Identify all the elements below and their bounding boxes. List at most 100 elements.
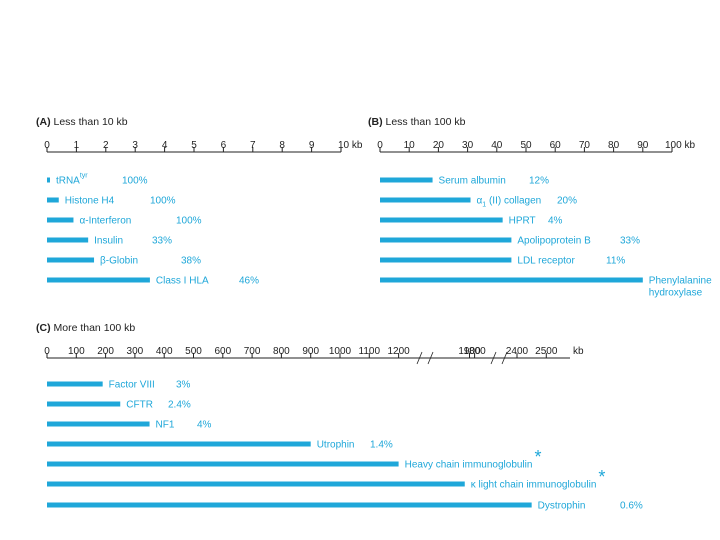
panel-a-bar-label: Class I HLA <box>156 276 209 287</box>
panel-b-bar-label: Serum albumin <box>439 176 506 187</box>
panel-c-bar-label: Heavy chain immunoglobulin <box>405 460 533 471</box>
panel-b-tick-label: 100 kb <box>665 140 695 151</box>
panel-a-bar-label: α-Interferon <box>79 216 131 227</box>
panel-b-percent: 4% <box>548 216 563 227</box>
panel-c-tick-label: 1800 <box>463 346 486 357</box>
panel-a-bar <box>47 197 59 203</box>
panel-a-tick-label: 7 <box>250 140 256 151</box>
panel-b-bar-label: LDL receptor <box>517 256 575 267</box>
panel-a-percent: 100% <box>176 216 202 227</box>
panel-b-bar-label: α1 (II) collagen <box>477 196 542 209</box>
panel-b-percent: 33% <box>620 236 640 247</box>
panel-c-percent: 0.6% <box>620 501 643 512</box>
panel-c-bar <box>47 401 121 407</box>
panel-b-tick-label: 70 <box>579 140 591 151</box>
panel-a-percent: 100% <box>122 176 148 187</box>
panel-b-bar-label: HPRT <box>509 216 536 227</box>
panel-a-bar <box>47 177 50 183</box>
panel-a-tick-label: 2 <box>103 140 109 151</box>
panel-a-tick-label: 0 <box>44 140 50 151</box>
panel-a-tick-label: 6 <box>221 140 227 151</box>
panel-c-tick-label: 200 <box>97 346 114 357</box>
panel-c-tick-label: 2400 <box>506 346 529 357</box>
panel-a-percent: 38% <box>181 256 201 267</box>
panel-b-percent: 12% <box>529 176 549 187</box>
panel-c-tick-label: 800 <box>273 346 290 357</box>
panel-b-bar <box>380 277 643 283</box>
panel-c-axis-break <box>416 351 423 365</box>
panel-b-bar-label: hydroxylase <box>649 288 703 299</box>
panel-c-tick-label: 1900 <box>458 346 481 357</box>
panel-a-bar-label: Insulin <box>94 236 123 247</box>
panel-b-bar <box>380 197 471 203</box>
panel-c-tick-label: 500 <box>185 346 202 357</box>
panel-c-axis-break <box>501 351 508 365</box>
panel-a-tick-label: 5 <box>191 140 197 151</box>
panel-c-bar <box>47 421 150 427</box>
panel-b-tick-label: 60 <box>550 140 562 151</box>
panel-b-bar-label: Phenylalanine <box>649 276 712 287</box>
panel-c-tick-label: 700 <box>244 346 261 357</box>
panel-a-bar-label: β-Globin <box>100 256 138 267</box>
panel-c-title: (C) More than 100 kb <box>36 322 135 334</box>
panel-c-tick-label: 0 <box>44 346 50 357</box>
panel-c-asterisk: * <box>598 467 605 487</box>
panel-b-tick-label: 30 <box>462 140 474 151</box>
panel-a-percent: 33% <box>152 236 172 247</box>
panel-c-bar-label: κ light chain immunoglobulin <box>471 480 597 491</box>
panel-c-tick-label: 400 <box>156 346 173 357</box>
panel-b-bar-label: Apolipoprotein B <box>517 236 591 247</box>
panel-a-tick-label: 1 <box>74 140 80 151</box>
panel-a-bar <box>47 237 89 243</box>
panel-c-bar <box>47 381 103 387</box>
panel-a-tick-label: 9 <box>309 140 315 151</box>
panel-a-bar <box>47 277 150 283</box>
panel-b-bar <box>380 217 503 223</box>
panel-c-tick-label: 1200 <box>387 346 410 357</box>
panel-a-bar-label: Histone H4 <box>65 196 115 207</box>
panel-c-bar-label: Factor VIII <box>109 380 155 391</box>
panel-c-tick-label: 100 <box>68 346 85 357</box>
panel-c-tick-label: 1100 <box>359 346 381 357</box>
panel-b-tick-label: 90 <box>637 140 649 151</box>
panel-c-percent: 3% <box>176 380 191 391</box>
panel-a-title: (A) Less than 10 kb <box>36 116 128 128</box>
panel-c-bar-label: NF1 <box>156 420 175 431</box>
panel-c-tick-label: 1000 <box>329 346 352 357</box>
panel-a-bar-label: tRNAtyr <box>56 173 88 187</box>
panel-c-percent: 4% <box>197 420 212 431</box>
panel-a-tick-label: 8 <box>279 140 285 151</box>
panel-c-bar <box>47 461 399 467</box>
panel-c-bar-label: Dystrophin <box>538 501 586 512</box>
panel-c-asterisk: * <box>534 447 541 467</box>
panel-c-percent: 2.4% <box>168 400 191 411</box>
panel-b-tick-label: 50 <box>520 140 532 151</box>
panel-a-tick-label: 3 <box>132 140 138 151</box>
panel-c-tick-label: 300 <box>127 346 144 357</box>
panel-c-bar-label: Utrophin <box>317 440 355 451</box>
panel-b-tick-label: 0 <box>377 140 383 151</box>
panel-a-bar <box>47 257 95 263</box>
panel-c-bar-label: CFTR <box>126 400 153 411</box>
panel-c-percent: 1.4% <box>370 440 393 451</box>
panel-c-bar <box>47 502 532 508</box>
panel-b-tick-label: 80 <box>608 140 620 151</box>
panel-a-bar <box>47 217 74 223</box>
panel-c-axis-break <box>427 351 434 365</box>
panel-b-tick-label: 40 <box>491 140 503 151</box>
panel-c-tick-label: 2500 <box>535 346 558 357</box>
panel-a-percent: 46% <box>239 276 259 287</box>
panel-c-axis-break <box>490 351 497 365</box>
panel-b-percent: 20% <box>557 196 577 207</box>
panel-c-bar <box>47 441 311 447</box>
panel-c-tick-label: kb <box>573 346 584 357</box>
panel-b-percent: 11% <box>606 256 625 267</box>
panel-a-percent: 100% <box>150 196 176 207</box>
panel-a-tick-label: 10 kb <box>338 140 363 151</box>
panel-b-bar <box>380 257 512 263</box>
panel-c-bar <box>47 481 465 487</box>
panel-c-tick-label: 900 <box>302 346 319 357</box>
panel-b-title: (B) Less than 100 kb <box>368 116 466 128</box>
panel-b-tick-label: 10 <box>404 140 416 151</box>
